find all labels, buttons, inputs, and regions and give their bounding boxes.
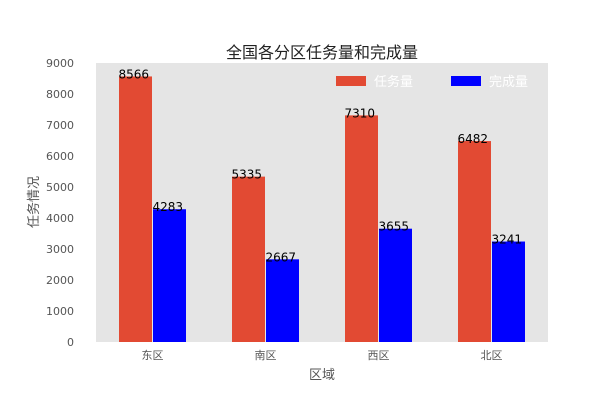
y-tick-label: 2000 — [46, 274, 74, 287]
y-tick-label: 1000 — [46, 305, 74, 318]
data-label: 5335 — [232, 168, 263, 182]
data-label: 6482 — [458, 132, 489, 146]
bar-series-1 — [458, 141, 491, 342]
bar-series-1 — [119, 76, 152, 342]
bar-series-1 — [232, 176, 265, 342]
legend-swatch-series-1 — [336, 76, 366, 86]
x-ticks-group: 东区 南区 西区 北区 — [142, 349, 503, 362]
y-tick-label: 7000 — [46, 119, 74, 132]
x-tick-label: 北区 — [481, 349, 503, 362]
legend-label-series-1: 任务量 — [374, 74, 413, 90]
y-tick-label: 5000 — [46, 181, 74, 194]
legend: 任务量 完成量 — [336, 74, 528, 90]
data-label: 3241 — [492, 233, 523, 247]
bar-series-2 — [153, 209, 186, 342]
data-label: 2667 — [266, 250, 297, 264]
bar-series-2 — [379, 228, 412, 342]
data-label: 3655 — [379, 220, 410, 234]
data-label: 8566 — [119, 67, 150, 81]
chart-title: 全国各分区任务量和完成量 — [226, 43, 418, 62]
y-axis-label: 任务情况 — [26, 176, 42, 228]
legend-label-series-2: 完成量 — [489, 75, 528, 90]
bars-group — [119, 76, 525, 342]
x-tick-label: 西区 — [368, 349, 390, 362]
x-tick-label: 南区 — [255, 349, 277, 362]
legend-swatch-series-2 — [451, 76, 481, 86]
y-tick-label: 3000 — [46, 243, 74, 256]
data-label: 4283 — [153, 200, 184, 214]
y-tick-label: 4000 — [46, 212, 74, 225]
y-tick-label: 9000 — [46, 57, 74, 70]
y-tick-label: 0 — [67, 336, 74, 349]
x-tick-label: 东区 — [142, 349, 164, 362]
y-tick-label: 6000 — [46, 150, 74, 163]
bar-series-2 — [266, 259, 299, 342]
data-labels-group: 8566 4283 5335 2667 7310 3655 6482 3241 — [119, 67, 523, 264]
data-label: 7310 — [345, 106, 376, 120]
bar-series-2 — [492, 241, 525, 342]
bar-series-1 — [345, 115, 378, 342]
x-axis-label: 区域 — [309, 368, 335, 383]
y-ticks-group: 0 1000 2000 3000 4000 5000 6000 7000 8000 9000 — [46, 57, 74, 349]
y-tick-label: 8000 — [46, 88, 74, 101]
